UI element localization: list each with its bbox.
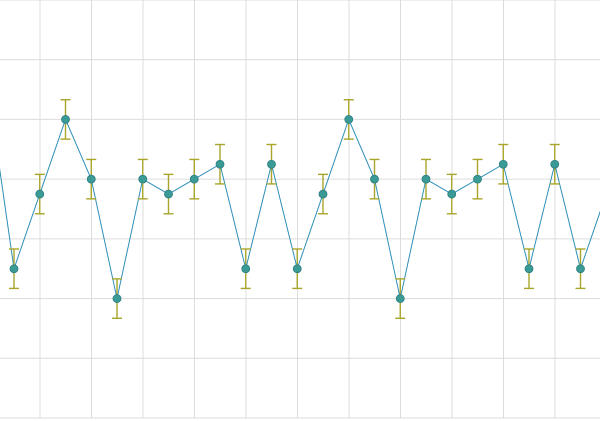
data-point: [344, 115, 354, 124]
data-point: [241, 264, 251, 274]
data-point: [318, 189, 328, 199]
data-point: [189, 174, 199, 184]
data-point: [112, 294, 122, 303]
data-point: [395, 294, 405, 303]
data-point: [498, 159, 508, 169]
data-point: [215, 159, 225, 169]
plot-area: [0, 99, 600, 319]
data-point: [9, 264, 19, 274]
data-point: [370, 174, 379, 184]
data-point: [473, 174, 482, 184]
data-point: [292, 264, 302, 274]
data-point: [138, 174, 148, 184]
data-point: [524, 264, 534, 274]
data-point: [35, 189, 45, 199]
data-point: [550, 159, 560, 169]
data-point: [576, 264, 585, 274]
data-point: [421, 174, 431, 184]
data-point: [86, 174, 96, 184]
data-point: [267, 159, 276, 169]
data-point: [164, 189, 173, 199]
data-point: [447, 189, 457, 199]
data-point: [61, 115, 70, 124]
